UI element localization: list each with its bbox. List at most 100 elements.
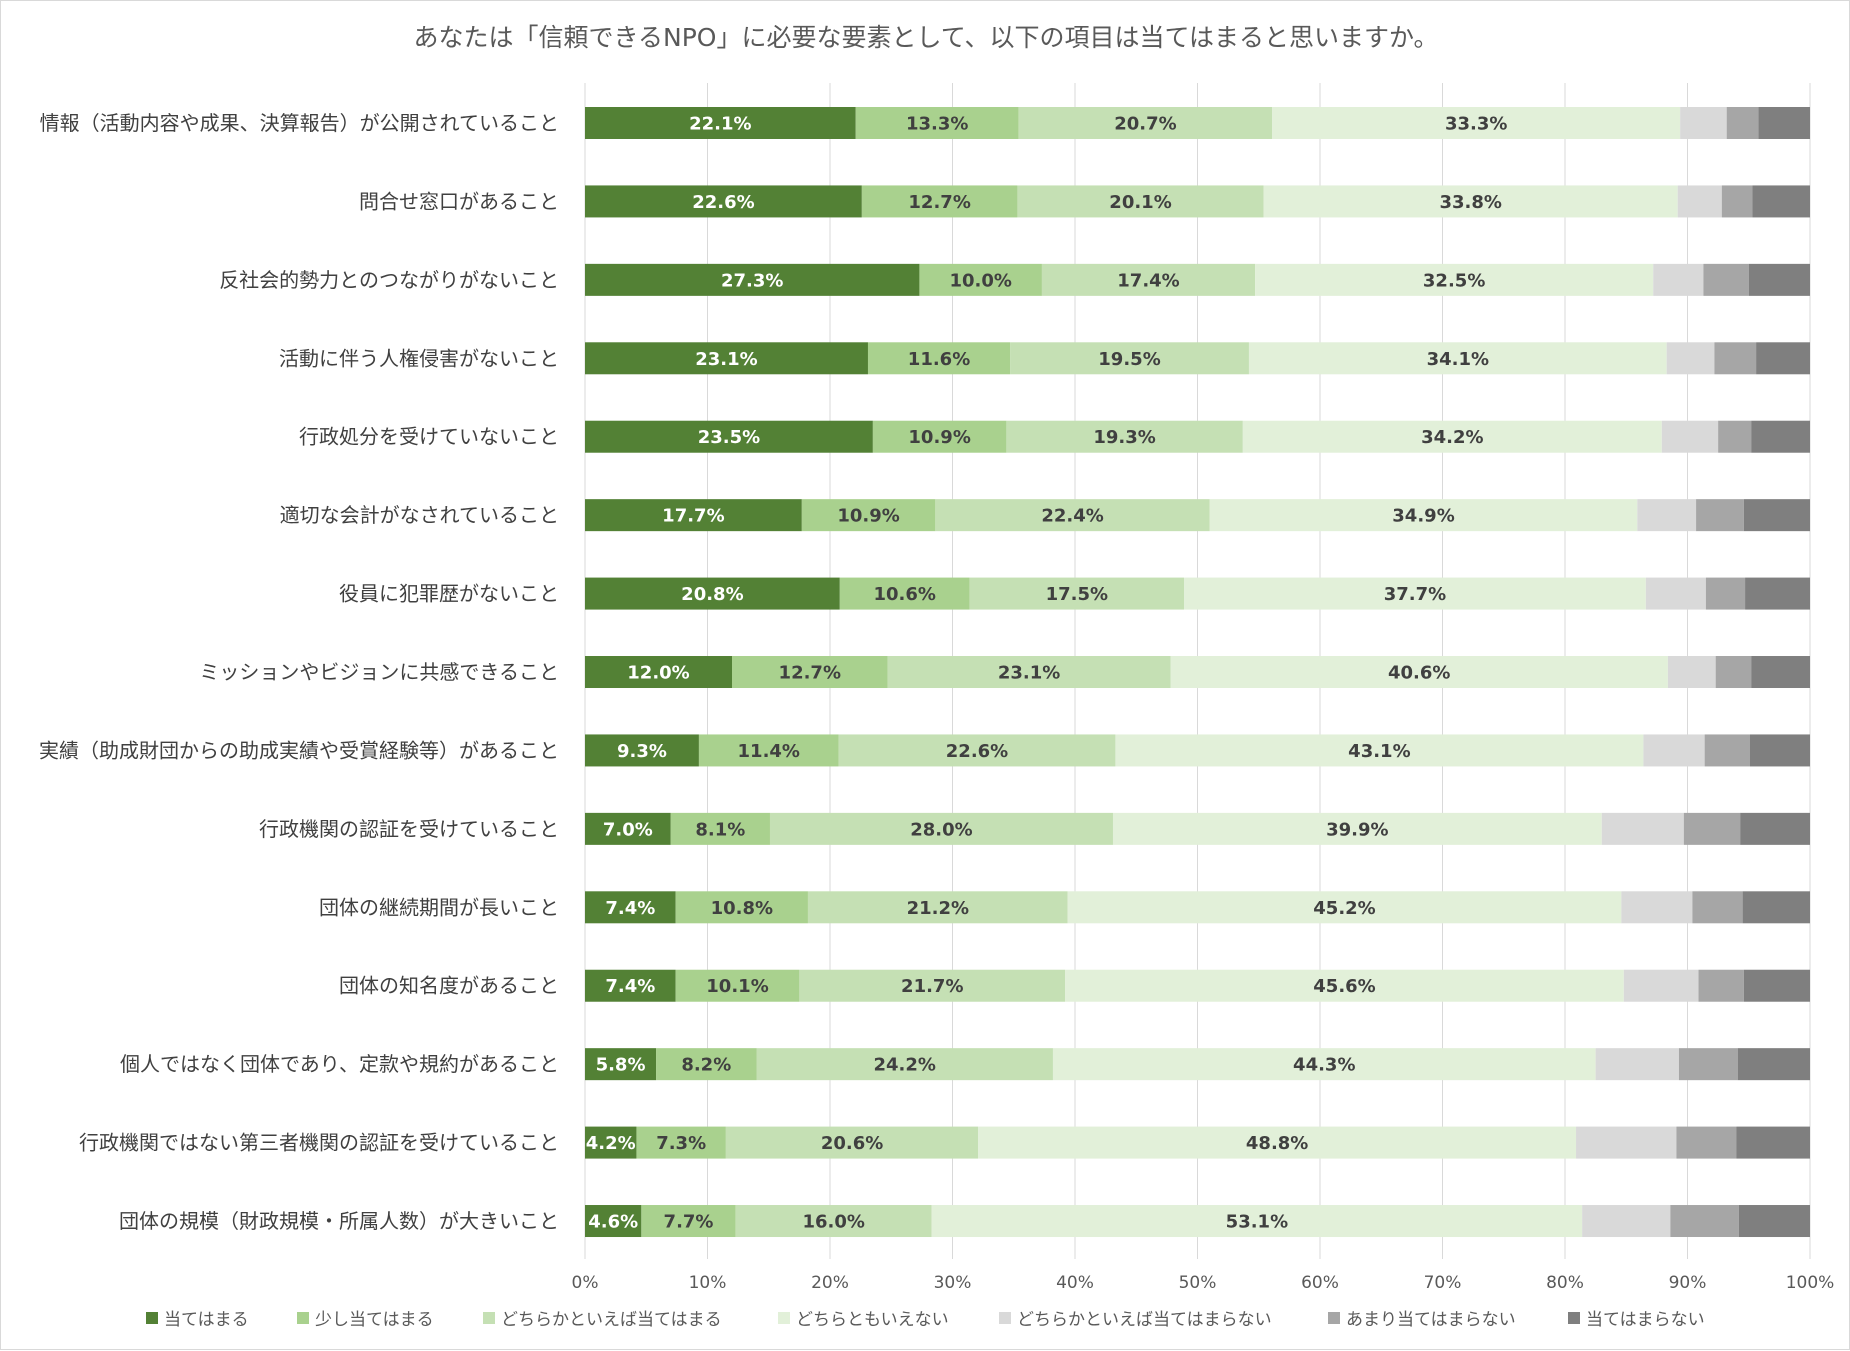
bar-segment	[732, 656, 888, 689]
data-label: 12.7%	[779, 663, 841, 684]
bar-segment	[801, 499, 936, 532]
data-label: 45.6%	[1313, 976, 1375, 997]
bar-segment	[1255, 263, 1654, 296]
legend-label: 当てはまる	[164, 1310, 249, 1330]
bar-segment	[585, 656, 732, 689]
bar-segment	[1677, 185, 1722, 218]
bar-segment	[1704, 734, 1750, 767]
data-label: 23.1%	[695, 349, 757, 370]
bar-segment	[1666, 342, 1715, 375]
data-label: 10.0%	[949, 270, 1011, 291]
bar-segment	[855, 107, 1019, 139]
bar-segment	[585, 812, 671, 845]
bar-segment	[1752, 185, 1810, 218]
bar-segment	[1115, 734, 1644, 767]
bar-segment	[867, 342, 1011, 375]
bar-segment	[1749, 734, 1810, 767]
data-label: 33.3%	[1445, 114, 1507, 135]
legend-swatch	[483, 1312, 495, 1324]
bar-segment	[1018, 107, 1273, 139]
bar-segment	[872, 420, 1007, 453]
bar-segment	[1052, 1048, 1596, 1081]
bar-segment	[725, 1126, 979, 1159]
bar-segment	[1726, 107, 1759, 139]
category-label: 反社会的勢力とのつながりがないこと	[219, 268, 559, 292]
data-label: 19.3%	[1093, 427, 1155, 448]
x-tick-label: 40%	[1056, 1273, 1094, 1293]
bar-segment	[1751, 656, 1810, 689]
data-label: 22.1%	[689, 114, 751, 135]
category-label: ミッションやビジョンに共感できること	[199, 660, 559, 684]
bar-segment	[1209, 499, 1638, 532]
bar-segment	[1184, 577, 1646, 610]
bar-segment	[969, 577, 1185, 610]
bar-segment	[675, 891, 808, 924]
bar-segment	[1248, 342, 1667, 375]
bar-segment	[1670, 1205, 1739, 1238]
bar-segment	[1743, 969, 1810, 1002]
bar-segment	[1667, 656, 1716, 689]
data-label: 10.8%	[711, 898, 773, 919]
data-label: 5.8%	[596, 1055, 646, 1076]
bar-segment	[735, 1205, 932, 1238]
bar-segment	[1242, 420, 1662, 453]
data-label: 20.7%	[1114, 114, 1176, 135]
data-label: 43.1%	[1348, 741, 1410, 762]
bar-segment	[1653, 263, 1704, 296]
bar-segment	[919, 263, 1042, 296]
bar-segment	[1601, 812, 1684, 845]
bar-segment	[1645, 577, 1706, 610]
data-label: 34.1%	[1427, 349, 1489, 370]
bar-segment	[585, 107, 856, 139]
chart-title: あなたは「信頼できるNPO」に必要な要素として、以下の項目は当てはまると思います…	[414, 23, 1439, 52]
data-label: 33.8%	[1439, 192, 1501, 213]
data-label: 37.7%	[1384, 584, 1446, 605]
x-tick-label: 70%	[1424, 1273, 1462, 1293]
category-label: 行政機関ではない第三者機関の認証を受けていること	[79, 1131, 559, 1155]
bar-segment	[839, 577, 970, 610]
category-label: 情報（活動内容や成果、決算報告）が公開されていること	[40, 111, 559, 135]
bar-segment	[585, 342, 868, 375]
bar-segment	[1705, 577, 1746, 610]
data-label: 11.6%	[908, 349, 970, 370]
bar-segment	[670, 812, 770, 845]
data-label: 23.5%	[698, 427, 760, 448]
bar-segment	[1696, 499, 1744, 532]
bar-segment	[935, 499, 1210, 532]
bar-segment	[1738, 1205, 1810, 1238]
data-label: 16.0%	[802, 1212, 864, 1233]
bar-segment	[1576, 1126, 1677, 1159]
data-label: 53.1%	[1226, 1212, 1288, 1233]
bar-segment	[675, 969, 800, 1002]
bar-segment	[1065, 969, 1624, 1002]
bar-segment	[1661, 420, 1719, 453]
bar-segment	[656, 1048, 757, 1081]
legend-label: どちらかといえば当てはまらない	[1017, 1310, 1272, 1330]
data-label: 7.4%	[605, 976, 655, 997]
bar-segment	[1756, 342, 1810, 375]
data-label: 4.6%	[588, 1212, 638, 1233]
bar-segment	[1010, 342, 1249, 375]
bar-segment	[1643, 734, 1705, 767]
bar-segment	[1170, 656, 1668, 689]
bar-segment	[1676, 1126, 1737, 1159]
data-label: 20.8%	[681, 584, 743, 605]
bar-segment	[698, 734, 839, 767]
category-label: 実績（助成財団からの助成実績や受賞経験等）があること	[39, 738, 559, 762]
bar-segment	[861, 185, 1018, 218]
bar-segment	[1112, 812, 1602, 845]
data-label: 17.7%	[662, 506, 724, 527]
legend-swatch	[146, 1312, 158, 1324]
data-label: 9.3%	[617, 741, 667, 762]
bar-segment	[1703, 263, 1749, 296]
bar-segment	[1678, 1048, 1738, 1081]
bar-segment	[585, 263, 920, 296]
data-label: 44.3%	[1293, 1055, 1355, 1076]
category-label: 問合せ窓口があること	[359, 189, 559, 213]
bar-segment	[978, 1126, 1577, 1159]
x-tick-label: 20%	[811, 1273, 849, 1293]
category-label: 適切な会計がなされていること	[280, 503, 559, 527]
data-label: 11.4%	[738, 741, 800, 762]
